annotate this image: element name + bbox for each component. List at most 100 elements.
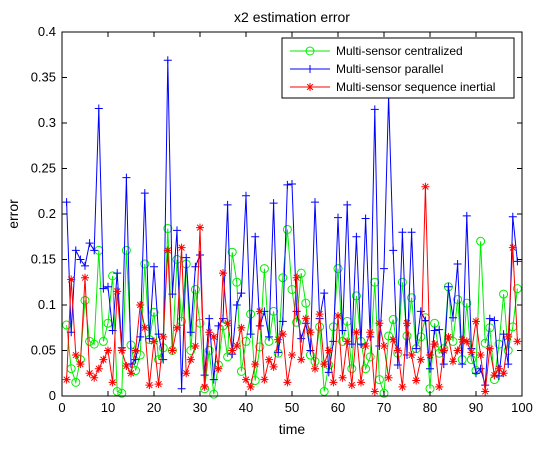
data-point-sequence-inertial xyxy=(246,382,255,391)
data-point-centralized xyxy=(186,346,196,355)
data-point-centralized xyxy=(85,336,95,346)
data-point-centralized xyxy=(80,295,90,305)
y-tick-label: 0.15 xyxy=(31,252,56,267)
data-point-sequence-inertial xyxy=(214,364,223,373)
data-point-parallel xyxy=(320,289,329,298)
data-point-centralized xyxy=(301,298,311,308)
legend: Multi-sensor centralized Multi-sensor pa… xyxy=(281,37,515,99)
data-point-sequence-inertial xyxy=(324,346,333,355)
data-point-centralized xyxy=(296,268,306,278)
data-point-parallel xyxy=(274,348,283,357)
data-point-parallel xyxy=(407,228,416,237)
data-point-sequence-inertial xyxy=(99,355,108,364)
data-point-sequence-inertial xyxy=(343,337,352,346)
data-point-parallel xyxy=(237,289,246,298)
data-point-sequence-inertial xyxy=(398,382,407,391)
data-point-parallel xyxy=(186,328,195,337)
data-point-sequence-inertial xyxy=(444,332,453,341)
data-point-parallel xyxy=(352,232,361,241)
legend-marker-parallel xyxy=(306,65,314,73)
data-point-parallel xyxy=(338,326,347,335)
data-point-centralized xyxy=(89,339,99,349)
data-point-sequence-inertial xyxy=(242,375,250,384)
data-point-parallel xyxy=(214,321,223,330)
data-point-sequence-inertial xyxy=(127,369,135,378)
data-point-centralized xyxy=(232,277,242,287)
data-point-sequence-inertial xyxy=(462,337,471,346)
data-point-parallel xyxy=(62,198,71,207)
data-point-sequence-inertial xyxy=(513,337,522,346)
data-point-sequence-inertial xyxy=(301,314,310,323)
data-point-sequence-inertial xyxy=(150,337,158,346)
x-tick-label: 20 xyxy=(147,400,161,415)
data-point-sequence-inertial xyxy=(196,223,204,232)
data-point-parallel xyxy=(223,200,232,209)
data-point-sequence-inertial xyxy=(320,360,329,369)
data-point-sequence-inertial xyxy=(430,340,439,349)
data-point-parallel xyxy=(380,264,388,273)
data-point-parallel xyxy=(205,314,214,323)
data-point-centralized xyxy=(149,307,159,317)
data-point-sequence-inertial xyxy=(140,323,149,332)
data-point-sequence-inertial xyxy=(453,346,462,355)
data-point-sequence-inertial xyxy=(209,332,218,341)
data-point-sequence-inertial xyxy=(476,351,485,360)
data-point-centralized xyxy=(315,322,325,332)
data-point-centralized xyxy=(241,336,251,346)
data-point-sequence-inertial xyxy=(159,332,168,341)
data-point-parallel xyxy=(283,180,292,189)
x-tick-label: 10 xyxy=(101,400,115,415)
data-point-parallel xyxy=(430,326,439,335)
data-point-sequence-inertial xyxy=(223,319,232,328)
series-parallel xyxy=(62,56,522,393)
data-point-sequence-inertial xyxy=(329,378,338,387)
data-point-parallel xyxy=(490,316,499,325)
y-tick-label: 0 xyxy=(49,388,56,403)
data-point-centralized xyxy=(480,338,490,348)
data-point-sequence-inertial xyxy=(94,364,103,373)
data-point-centralized xyxy=(140,259,150,269)
data-point-centralized xyxy=(190,285,200,295)
data-point-parallel xyxy=(334,213,342,222)
data-point-sequence-inertial xyxy=(122,361,131,370)
tick-layer: 0 10 20 30 40 50 60 70 80 90 100 0 0.05 0.1 0.15 0.2 0.2… xyxy=(31,24,533,415)
chart-title: x2 estimation error xyxy=(234,9,350,25)
data-point-parallel xyxy=(131,355,140,364)
y-tick-label: 0.05 xyxy=(31,343,56,358)
data-point-parallel xyxy=(278,317,287,326)
data-point-sequence-inertial xyxy=(81,273,89,282)
data-point-sequence-inertial xyxy=(251,360,260,369)
data-point-parallel xyxy=(173,226,181,235)
data-point-parallel xyxy=(426,364,434,373)
data-point-centralized xyxy=(227,247,237,257)
data-point-parallel xyxy=(288,179,296,188)
data-point-sequence-inertial xyxy=(232,341,241,350)
data-point-parallel xyxy=(122,173,131,182)
data-point-centralized xyxy=(259,264,269,274)
x-tick-label: 70 xyxy=(377,400,391,415)
data-point-sequence-inertial xyxy=(472,317,480,326)
y-tick-label: 0.4 xyxy=(38,24,56,39)
legend-label-parallel: Multi-sensor parallel xyxy=(336,62,443,76)
data-point-sequence-inertial xyxy=(384,373,393,382)
data-point-parallel xyxy=(347,340,356,349)
data-point-sequence-inertial xyxy=(375,319,384,328)
data-point-parallel xyxy=(343,200,352,209)
data-point-sequence-inertial xyxy=(219,269,227,278)
data-point-sequence-inertial xyxy=(62,375,71,384)
legend-marker-sequence-inertial xyxy=(306,83,314,91)
data-point-centralized xyxy=(361,364,371,374)
data-point-sequence-inertial xyxy=(485,344,494,353)
data-point-sequence-inertial xyxy=(306,328,315,337)
data-point-sequence-inertial xyxy=(357,378,365,387)
series-layer xyxy=(62,56,522,399)
x-axis-label: time xyxy=(279,421,306,437)
data-point-centralized xyxy=(282,224,292,234)
y-tick-label: 0.2 xyxy=(38,206,56,221)
data-point-centralized xyxy=(112,386,122,396)
data-point-sequence-inertial xyxy=(145,381,154,390)
data-point-centralized xyxy=(255,342,265,352)
data-point-sequence-inertial xyxy=(237,323,246,332)
data-point-parallel xyxy=(292,307,301,316)
